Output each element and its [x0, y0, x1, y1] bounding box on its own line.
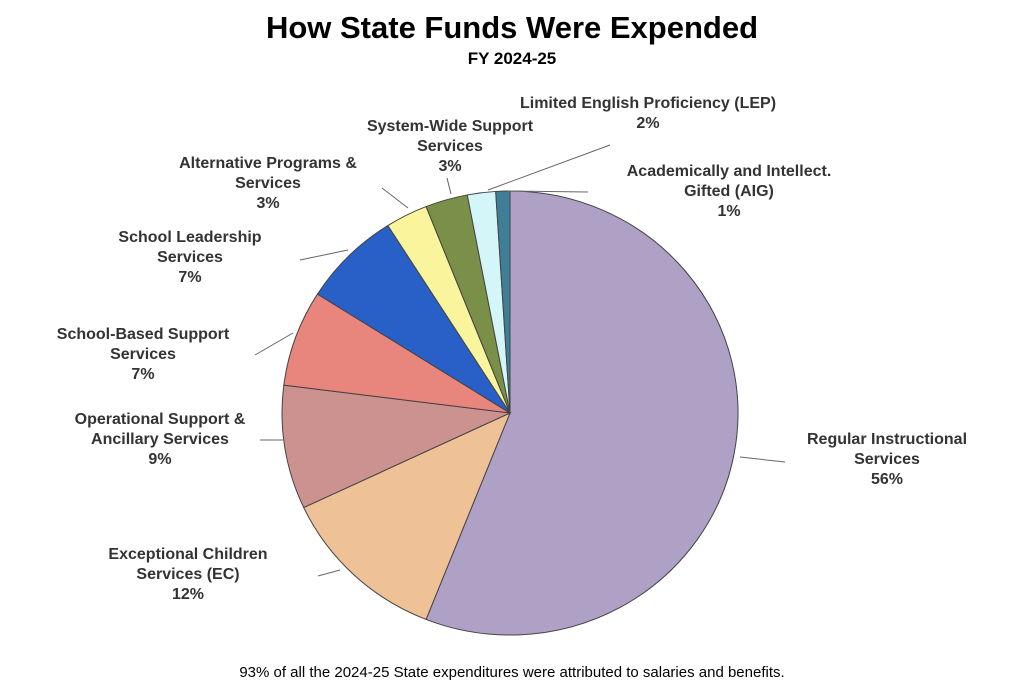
leader-line-exceptional-children-services-ec	[317, 569, 341, 577]
leader-line-system-wide-support-services	[446, 177, 452, 195]
slice-percent: 3%	[256, 195, 280, 212]
slice-label-text: Regular Instructional	[806, 431, 968, 448]
leader-line-limited-english-proficiency-lep	[487, 144, 611, 191]
leader-line-school-leadership-services	[299, 249, 349, 261]
slice-label-text: Services	[235, 175, 301, 192]
pie-slice-regular-instructional-services	[425, 190, 739, 636]
slice-label-text: Services	[157, 249, 223, 266]
slice-percent: 56%	[870, 471, 904, 488]
slice-label-regular-instructional-services: Regular Instructional Services 56%	[807, 430, 967, 490]
leader-line-school-based-support-services	[254, 332, 294, 356]
slice-label-text: Services	[110, 346, 176, 363]
slice-label-text: System-Wide Support	[366, 118, 534, 135]
slice-label-text: Operational Support &	[74, 411, 246, 428]
slice-percent: 12%	[171, 586, 205, 603]
slice-label-school-leadership-services: School Leadership Services 7%	[118, 228, 261, 288]
chart-subtitle: FY 2024-25	[467, 49, 557, 68]
slice-label-text: Academically and Intellect.	[626, 163, 832, 180]
slice-percent: 9%	[148, 451, 172, 468]
leader-line-regular-instructional-services	[739, 456, 786, 463]
chart-title: How State Funds Were Expended	[265, 10, 759, 45]
slice-label-operational-support-ancillary-services: Operational Support & Ancillary Services 9…	[75, 410, 246, 470]
slice-label-limited-english-proficiency-lep: Limited English Proficiency (LEP) 2%	[520, 94, 776, 134]
slice-label-academically-and-intellect-gifted-aig: Academically and Intellect. Gifted (AIG) 1…	[627, 162, 832, 222]
slice-percent: 2%	[636, 115, 660, 132]
slice-percent: 7%	[178, 269, 202, 286]
slice-label-text: Alternative Programs &	[179, 155, 357, 172]
slice-percent: 1%	[717, 203, 741, 220]
slice-label-text: Gifted (AIG)	[684, 183, 774, 200]
pie-slice-exceptional-children-services-ec	[303, 412, 511, 621]
slice-label-school-based-support-services: School-Based Support Services 7%	[57, 325, 229, 385]
slice-label-text: Services	[854, 451, 920, 468]
slice-label-text: School Leadership	[118, 229, 262, 246]
leader-line-academically-and-intellect-gifted-aig	[507, 190, 589, 193]
slice-label-alternative-programs-services: Alternative Programs & Services 3%	[179, 154, 357, 214]
leader-line-alternative-programs-services	[381, 187, 409, 209]
pie-slice-operational-support-ancillary-services	[281, 384, 512, 509]
slice-label-text: Exceptional Children	[108, 546, 268, 563]
slice-percent: 7%	[131, 366, 155, 383]
slice-label-text: Services (EC)	[136, 566, 240, 583]
slice-label-text: Ancillary Services	[91, 431, 229, 448]
chart-footnote: 93% of all the 2024-25 State expenditure…	[239, 664, 785, 681]
slice-label-text: School-Based Support	[56, 326, 230, 343]
slice-percent: 3%	[438, 158, 462, 175]
slice-label-system-wide-support-services: System-Wide Support Services 3%	[367, 117, 533, 177]
slice-label-exceptional-children-services-ec: Exceptional Children Services (EC) 12%	[108, 545, 267, 605]
slice-label-text: Limited English Proficiency (LEP)	[519, 95, 777, 112]
slice-label-text: Services	[417, 138, 483, 155]
